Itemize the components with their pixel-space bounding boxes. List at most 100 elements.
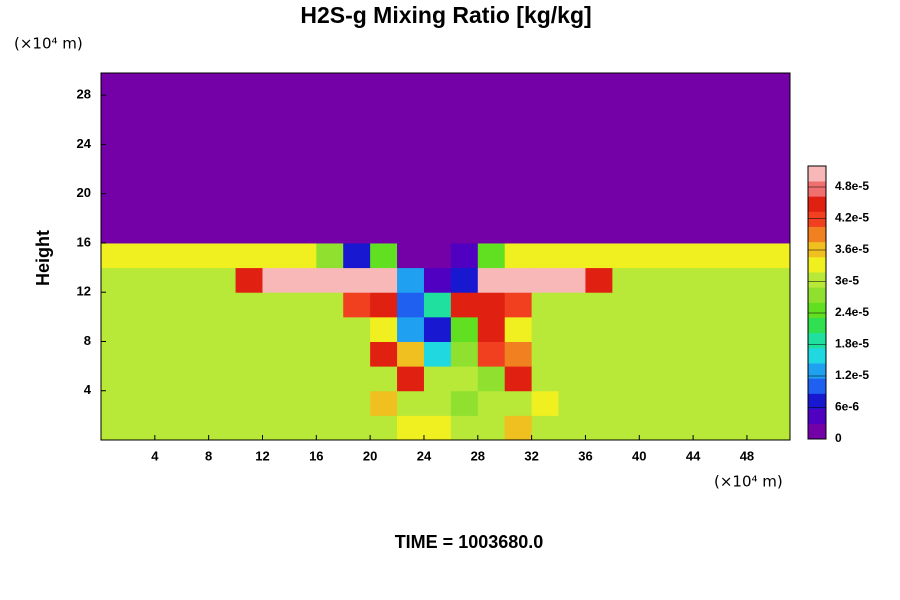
heatmap-cell <box>585 292 613 318</box>
heatmap-cell <box>370 193 398 219</box>
colorbar-band <box>808 317 826 334</box>
heatmap-cell <box>504 390 533 416</box>
heatmap-cell <box>154 316 183 342</box>
heatmap-cell <box>262 366 290 392</box>
x-unit: (×10⁴ m) <box>714 473 783 491</box>
heatmap-cell <box>101 341 129 367</box>
heatmap-cell <box>235 144 263 170</box>
x-tick-label: 48 <box>740 448 754 463</box>
colorbar-band <box>808 272 826 288</box>
heatmap-cell <box>208 292 237 318</box>
heatmap-cell <box>235 390 263 416</box>
heatmap-cell <box>450 169 479 195</box>
y-tick-label: 24 <box>77 136 92 151</box>
heatmap-cell <box>127 341 156 367</box>
heatmap-cell <box>127 119 156 145</box>
heatmap-cell <box>181 169 210 195</box>
heatmap-cell <box>558 292 586 318</box>
x-tick-label: 36 <box>578 448 592 463</box>
heatmap-cell <box>208 169 237 195</box>
x-tick-label: 32 <box>524 448 538 463</box>
heatmap-cell <box>208 415 237 441</box>
heatmap-cell <box>531 218 560 244</box>
heatmap-cell <box>720 292 748 318</box>
heatmap-cell <box>531 316 560 342</box>
heatmap-cell <box>181 73 210 96</box>
heatmap-cell <box>316 218 344 244</box>
heatmap-cell <box>101 390 129 416</box>
heatmap-cell <box>639 144 667 170</box>
heatmap-cell <box>531 415 560 441</box>
heatmap-cell <box>666 341 694 367</box>
heatmap-cell <box>585 390 613 416</box>
heatmap-cell <box>127 193 156 219</box>
heatmap-cell <box>289 169 317 195</box>
heatmap-cell <box>235 316 263 342</box>
heatmap-cell <box>639 316 667 342</box>
heatmap-cell <box>397 341 425 367</box>
heatmap-cell <box>235 292 263 318</box>
heatmap-cell <box>450 193 479 219</box>
heatmap-cell <box>612 193 640 219</box>
heatmap-cell <box>262 144 290 170</box>
heatmap-cell <box>289 242 317 269</box>
heatmap-cell <box>235 366 263 392</box>
heatmap-cell <box>477 316 506 342</box>
heatmap-cell <box>343 366 371 392</box>
heatmap-cell <box>585 119 613 145</box>
heatmap-cell <box>558 169 586 195</box>
x-tick-label: 44 <box>686 448 701 463</box>
heatmap-cell <box>531 95 560 121</box>
heatmap-cell <box>423 73 452 96</box>
heatmap-cell <box>181 366 210 392</box>
heatmap-cell <box>397 366 425 392</box>
heatmap-cell <box>720 144 748 170</box>
heatmap-cell <box>477 242 506 269</box>
heatmap-cell <box>639 242 667 269</box>
heatmap-cell <box>127 73 156 96</box>
heatmap-cell <box>720 390 748 416</box>
y-axis-label: Height <box>33 230 53 286</box>
heatmap-cell <box>639 193 667 219</box>
heatmap-cell <box>773 390 791 416</box>
heatmap-cell <box>101 193 129 219</box>
heatmap-cell <box>208 390 237 416</box>
heatmap-cell <box>693 218 721 244</box>
heatmap-cell <box>101 218 129 244</box>
heatmap-cell <box>693 316 721 342</box>
heatmap-cell <box>262 193 290 219</box>
heatmap-cell <box>746 267 775 293</box>
heatmap-cell <box>720 169 748 195</box>
heatmap-cell <box>127 144 156 170</box>
heatmap-cell <box>746 292 775 318</box>
heatmap-cell <box>720 119 748 145</box>
heatmap-cell <box>585 169 613 195</box>
x-tick-label: 40 <box>632 448 646 463</box>
heatmap-cell <box>181 218 210 244</box>
heatmap-cell <box>450 366 479 392</box>
heatmap-cell <box>208 366 237 392</box>
heatmap-cell <box>370 415 398 441</box>
heatmap-cell <box>181 267 210 293</box>
heatmap-cell <box>289 292 317 318</box>
heatmap-cell <box>558 415 586 441</box>
heatmap-cell <box>289 316 317 342</box>
heatmap-cell <box>343 218 371 244</box>
heatmap-cell <box>101 144 129 170</box>
x-tick-label: 4 <box>151 448 159 463</box>
heatmap-cell <box>693 292 721 318</box>
heatmap-cell <box>531 292 560 318</box>
heatmap-cell <box>208 316 237 342</box>
heatmap-cell <box>289 366 317 392</box>
heatmap-cell <box>154 267 183 293</box>
heatmap-cell <box>316 390 344 416</box>
heatmap-cell <box>531 242 560 269</box>
colorbar-band <box>808 181 826 197</box>
heatmap-cell <box>289 95 317 121</box>
colorbar-band <box>808 332 826 349</box>
heatmap-cell <box>450 119 479 145</box>
heatmap-cell <box>666 316 694 342</box>
heatmap-cell <box>773 169 791 195</box>
heatmap-cell <box>370 390 398 416</box>
colorbar-band <box>808 423 826 440</box>
